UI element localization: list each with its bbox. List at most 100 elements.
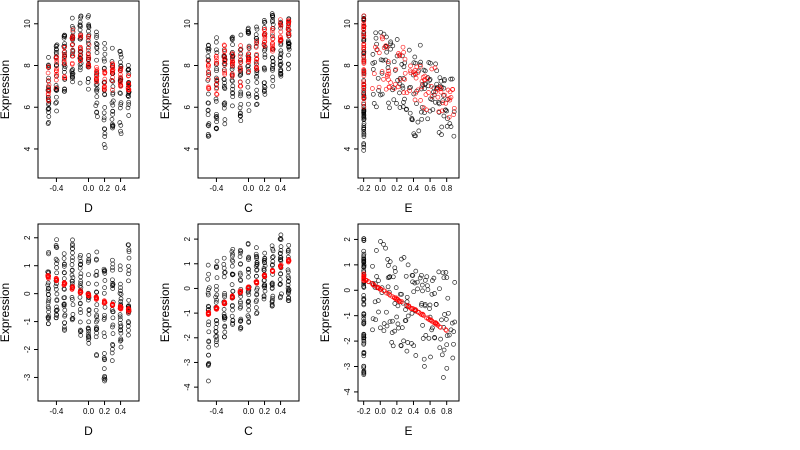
fitted-point: [118, 79, 123, 85]
observed-point: [110, 331, 116, 336]
observed-point: [451, 109, 457, 115]
fitted-point: [77, 44, 83, 50]
y-tick-label: 0: [343, 287, 352, 292]
observed-point: [61, 251, 67, 257]
observed-point: [45, 280, 51, 286]
y-tick-label: 6: [183, 104, 192, 109]
observed-point: [238, 316, 244, 322]
fitted-point: [262, 43, 268, 49]
fitted-point: [424, 107, 429, 113]
fitted-point: [371, 282, 376, 287]
observed-point: [102, 334, 107, 339]
observed-point: [422, 278, 428, 283]
fitted-point: [361, 43, 367, 48]
observed-point: [118, 296, 124, 302]
observed-point: [278, 50, 284, 56]
observed-point: [374, 104, 379, 110]
fitted-point: [361, 31, 367, 37]
observed-point: [70, 243, 75, 248]
fitted-point: [413, 90, 419, 96]
observed-point: [45, 121, 51, 126]
observed-point: [222, 291, 227, 296]
observed-point: [269, 299, 275, 305]
observed-point: [262, 250, 268, 256]
fitted-point: [286, 21, 291, 27]
observed-point: [78, 252, 83, 258]
observed-point: [53, 286, 59, 292]
observed-point: [421, 67, 427, 73]
observed-point: [433, 99, 438, 105]
fitted-point: [400, 44, 406, 50]
observed-point: [421, 356, 427, 362]
observed-point: [361, 353, 367, 359]
observed-point: [384, 323, 390, 329]
observed-point: [69, 297, 75, 302]
x-tick-label: 0.4: [115, 184, 127, 193]
observed-point: [206, 339, 212, 345]
fitted-point: [85, 48, 91, 53]
fitted-point: [78, 58, 83, 63]
observed-point: [101, 330, 107, 336]
observed-point: [429, 291, 435, 297]
fitted-point: [383, 43, 389, 49]
observed-point: [254, 80, 260, 85]
observed-point: [109, 358, 115, 363]
observed-point: [286, 46, 292, 52]
observed-point: [378, 29, 384, 35]
observed-point: [238, 101, 244, 107]
fitted-point: [214, 77, 220, 82]
observed-point: [254, 73, 259, 79]
observed-point: [406, 85, 412, 91]
observed-point: [53, 244, 59, 250]
observed-point: [110, 280, 116, 286]
observed-point: [61, 264, 67, 269]
observed-point: [222, 334, 227, 340]
observed-point: [102, 58, 107, 64]
fitted-point: [401, 50, 406, 55]
fitted-point: [214, 61, 220, 66]
observed-point: [278, 294, 283, 299]
observed-point: [86, 260, 91, 265]
observed-point: [229, 66, 235, 72]
observed-point: [206, 91, 211, 97]
observed-point: [278, 257, 284, 262]
x-tick-label: -0.4: [50, 184, 64, 193]
observed-point: [372, 299, 378, 305]
observed-point: [394, 53, 400, 59]
fitted-point: [46, 88, 51, 94]
fitted-point: [379, 34, 385, 40]
fitted-point: [46, 98, 51, 104]
observed-point: [62, 320, 67, 326]
observed-point: [270, 67, 275, 73]
observed-point: [384, 309, 389, 315]
observed-point: [69, 258, 75, 263]
observed-point: [62, 312, 68, 318]
observed-point: [419, 116, 425, 122]
fitted-point: [402, 70, 408, 76]
fitted-point: [428, 317, 434, 323]
fitted-point: [86, 55, 92, 61]
observed-point: [415, 286, 420, 292]
fitted-point: [408, 70, 414, 76]
observed-point: [214, 263, 219, 269]
observed-point: [373, 35, 379, 41]
observed-point: [126, 278, 131, 284]
observed-point: [388, 46, 393, 52]
observed-point: [214, 318, 219, 324]
observed-point: [396, 325, 401, 331]
observed-point: [245, 313, 251, 319]
observed-point: [392, 328, 397, 334]
observed-point: [110, 102, 116, 108]
observed-point: [286, 41, 291, 47]
fitted-point: [237, 64, 243, 70]
observed-point: [229, 263, 235, 269]
observed-point: [237, 254, 243, 259]
observed-point: [429, 327, 435, 333]
fitted-point: [447, 97, 453, 103]
observed-point: [385, 284, 391, 290]
fitted-point: [237, 289, 243, 295]
observed-point: [374, 274, 379, 279]
observed-point: [86, 312, 92, 317]
observed-point: [254, 253, 259, 259]
observed-point: [62, 307, 68, 313]
